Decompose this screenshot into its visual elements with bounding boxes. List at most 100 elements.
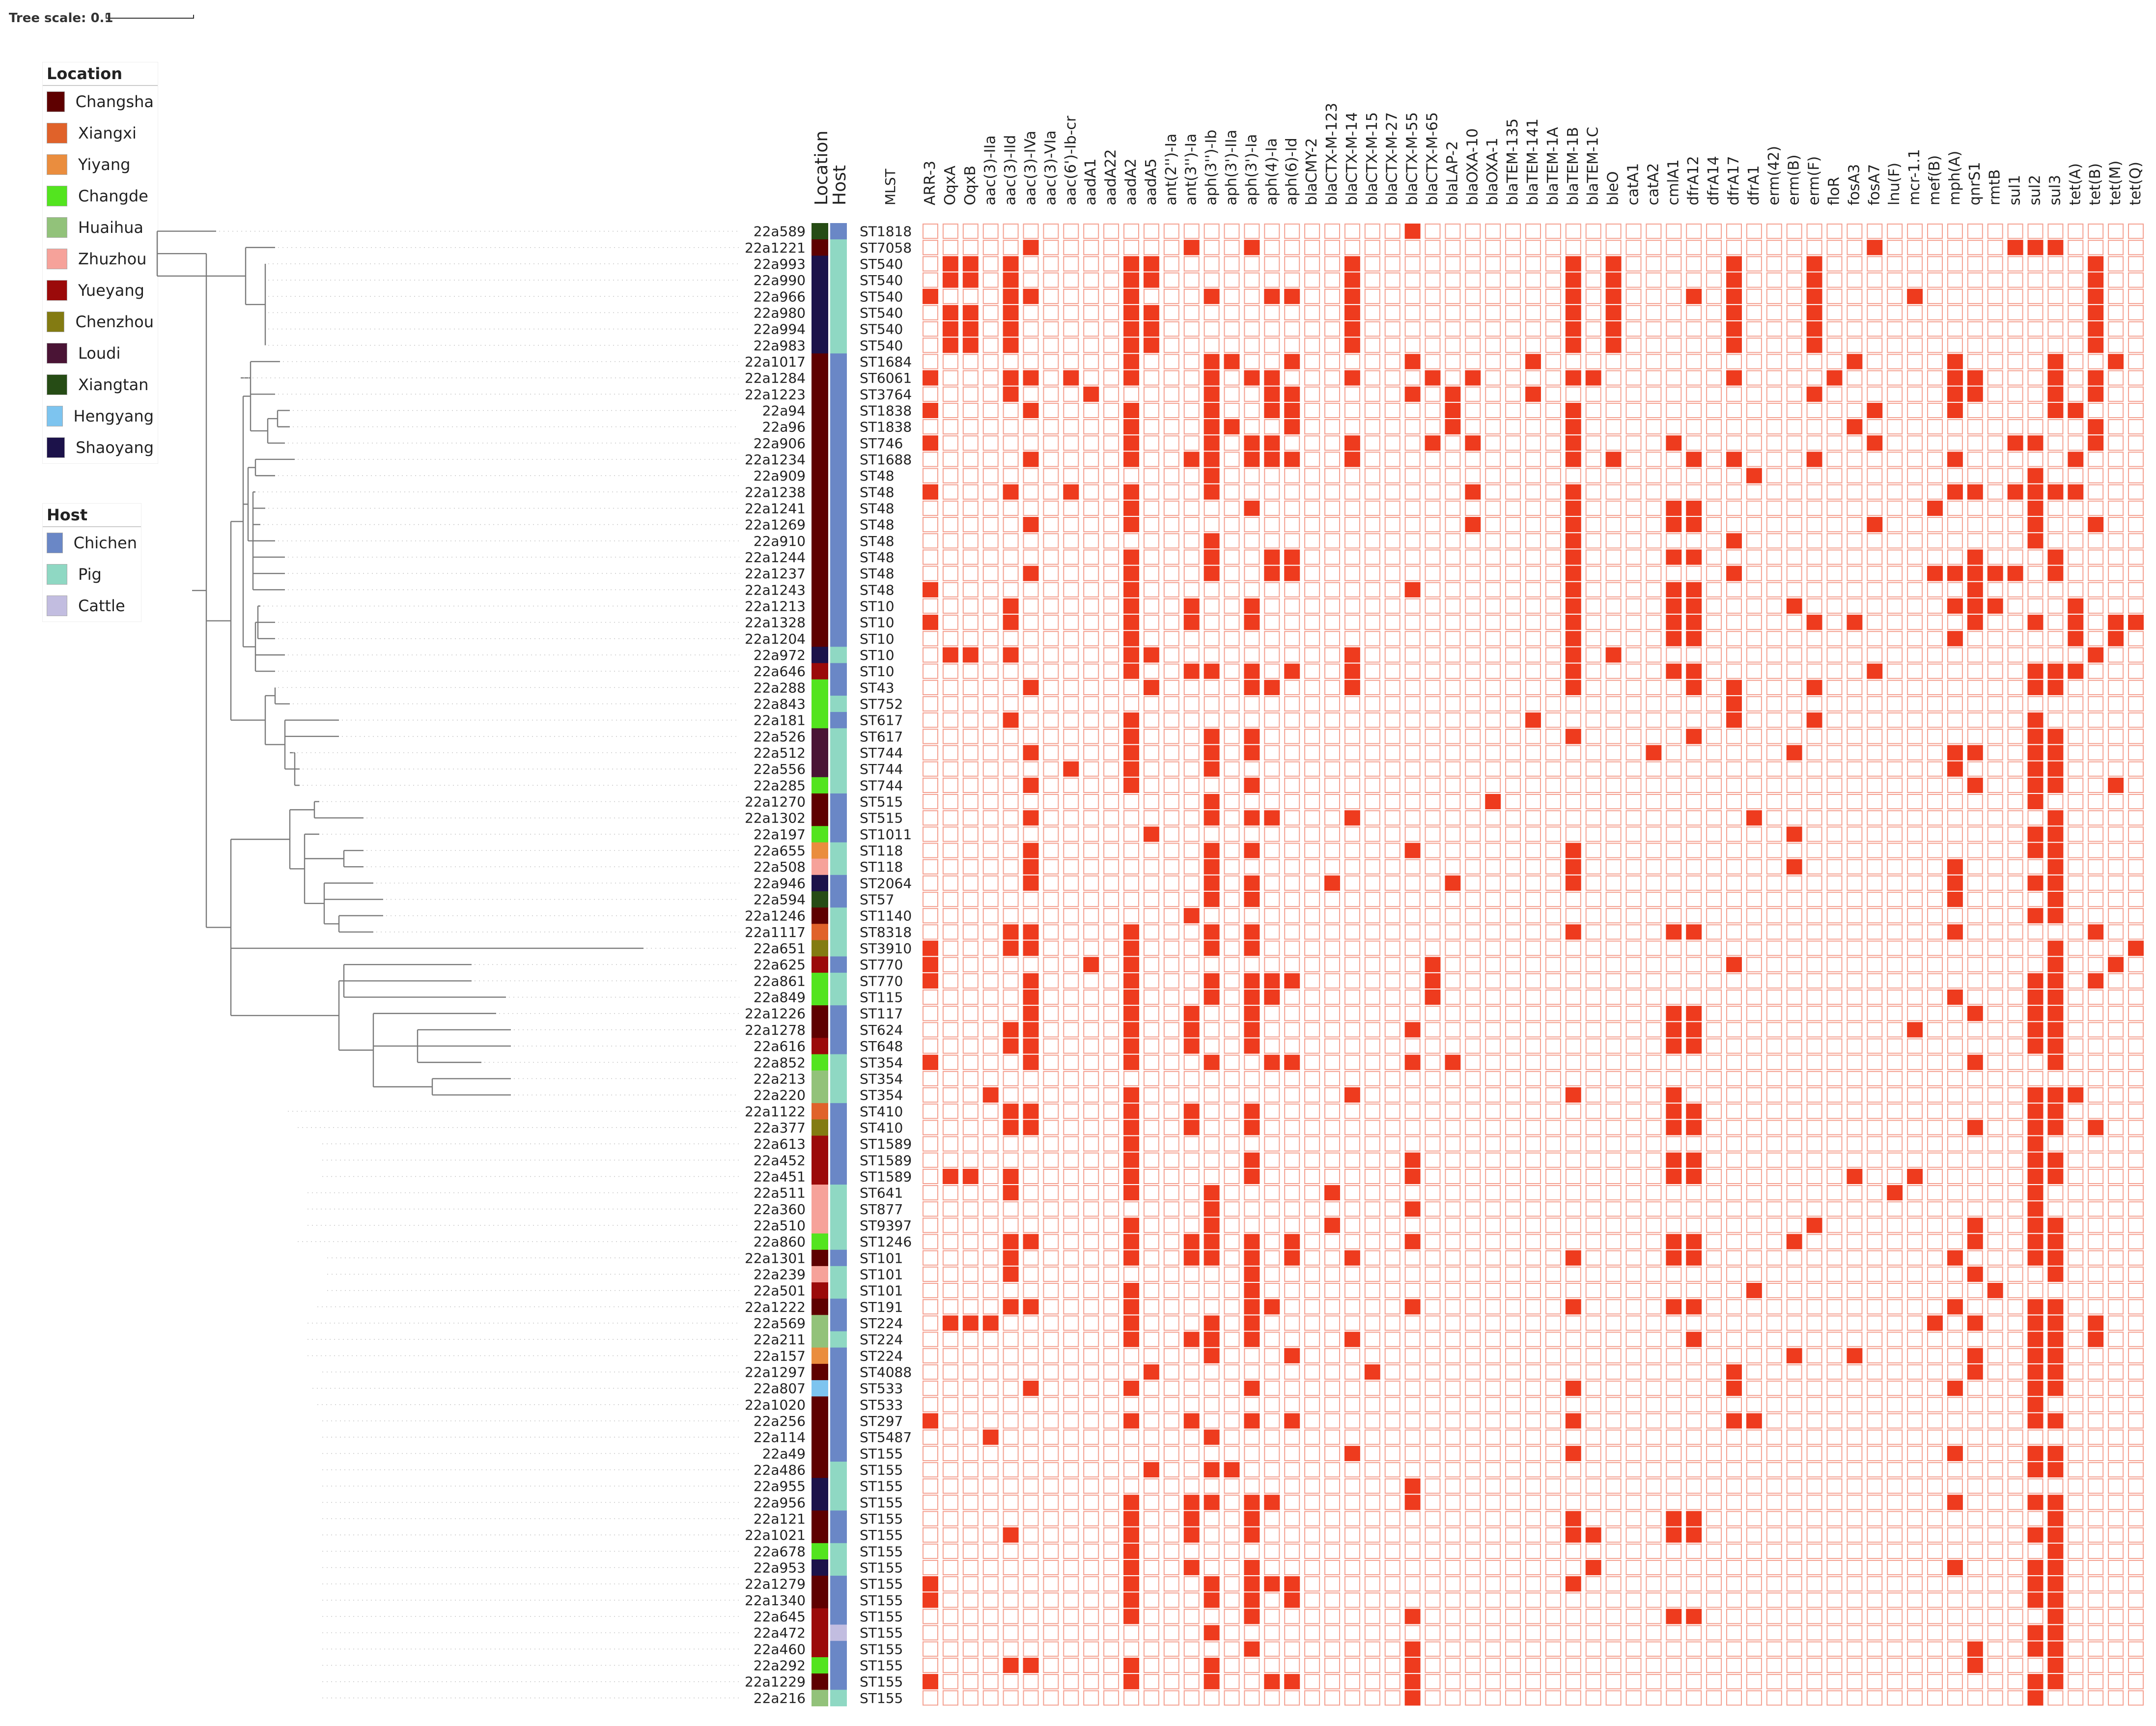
gene-absent-cell bbox=[1505, 1348, 1521, 1363]
gene-absent-cell bbox=[1505, 1038, 1521, 1054]
gene-present-cell bbox=[2128, 940, 2144, 956]
gene-absent-cell bbox=[923, 1364, 938, 1380]
gene-absent-cell bbox=[942, 712, 958, 728]
legend-swatch bbox=[47, 249, 67, 269]
gene-absent-cell bbox=[1143, 631, 1159, 647]
gene-absent-cell bbox=[1786, 957, 1802, 972]
gene-absent-cell bbox=[1726, 1152, 1742, 1168]
gene-absent-cell bbox=[1344, 484, 1360, 500]
gene-absent-cell bbox=[1766, 891, 1782, 907]
gene-present-cell bbox=[962, 338, 979, 353]
gene-absent-cell bbox=[1947, 305, 1963, 321]
gene-present-cell bbox=[2047, 1299, 2064, 1315]
gene-present-cell bbox=[1726, 533, 1742, 549]
gene-absent-cell bbox=[942, 1250, 958, 1266]
sample-id-label: 22a953 bbox=[754, 1560, 806, 1576]
gene-absent-cell bbox=[1103, 712, 1120, 728]
gene-absent-cell bbox=[1746, 1168, 1762, 1185]
gene-absent-cell bbox=[1043, 1266, 1059, 1282]
gene-absent-cell bbox=[1585, 663, 1601, 679]
gene-absent-cell bbox=[1143, 468, 1159, 483]
gene-absent-cell bbox=[982, 435, 999, 451]
gene-absent-cell bbox=[1425, 1315, 1441, 1331]
gene-absent-cell bbox=[1083, 843, 1099, 858]
gene-absent-cell bbox=[2007, 1299, 2023, 1315]
sample-id-label: 22a1270 bbox=[745, 794, 806, 810]
gene-absent-cell bbox=[1485, 1038, 1501, 1054]
gene-present-cell bbox=[942, 1168, 958, 1185]
legend-label: Shaoyang bbox=[76, 438, 154, 457]
gene-absent-cell bbox=[1525, 1152, 1541, 1168]
gene-absent-cell bbox=[1344, 419, 1360, 435]
gene-absent-cell bbox=[1786, 484, 1802, 500]
gene-absent-cell bbox=[1907, 1201, 1923, 1217]
gene-absent-cell bbox=[1967, 1185, 1983, 1201]
gene-absent-cell bbox=[1826, 1168, 1843, 1185]
gene-absent-cell bbox=[1806, 402, 1822, 419]
gene-present-cell bbox=[1204, 1185, 1220, 1201]
gene-present-cell bbox=[2047, 1104, 2064, 1119]
gene-present-cell bbox=[1465, 484, 1481, 500]
gene-present-cell bbox=[1404, 1168, 1421, 1185]
gene-header: OqxA bbox=[942, 166, 959, 205]
gene-absent-cell bbox=[1083, 500, 1099, 516]
gene-absent-cell bbox=[1063, 500, 1079, 516]
sample-id-label: 22a472 bbox=[754, 1625, 806, 1641]
gene-absent-cell bbox=[2088, 500, 2104, 516]
gene-absent-cell bbox=[1545, 500, 1561, 516]
gene-absent-cell bbox=[1726, 1234, 1742, 1249]
gene-absent-cell bbox=[1043, 1136, 1059, 1152]
gene-absent-cell bbox=[1947, 1071, 1963, 1087]
gene-absent-cell bbox=[1384, 663, 1400, 679]
gene-absent-cell bbox=[1364, 729, 1380, 744]
gene-absent-cell bbox=[1384, 826, 1400, 842]
gene-absent-cell bbox=[1324, 224, 1340, 239]
gene-absent-cell bbox=[1786, 940, 1802, 956]
gene-absent-cell bbox=[2027, 859, 2044, 875]
gene-absent-cell bbox=[1163, 957, 1179, 972]
gene-absent-cell bbox=[1847, 875, 1863, 891]
gene-absent-cell bbox=[1867, 826, 1883, 842]
gene-absent-cell bbox=[1706, 338, 1722, 353]
gene-absent-cell bbox=[1686, 419, 1702, 435]
sample-id-label: 22a625 bbox=[754, 957, 806, 973]
gene-absent-cell bbox=[1244, 1201, 1260, 1217]
gene-absent-cell bbox=[982, 973, 999, 989]
gene-absent-cell bbox=[1847, 989, 1863, 1005]
gene-absent-cell bbox=[1485, 288, 1501, 304]
gene-absent-cell bbox=[1083, 1071, 1099, 1087]
gene-absent-cell bbox=[1143, 891, 1159, 907]
gene-present-cell bbox=[1003, 1234, 1019, 1249]
gene-absent-cell bbox=[2068, 582, 2084, 597]
gene-absent-cell bbox=[1947, 1283, 1963, 1299]
gene-present-cell bbox=[1204, 370, 1220, 386]
gene-present-cell bbox=[1123, 1331, 1139, 1347]
gene-absent-cell bbox=[982, 859, 999, 875]
gene-absent-cell bbox=[1143, 1087, 1159, 1103]
gene-absent-cell bbox=[1384, 500, 1400, 516]
host-legend: Host Chichen Pig Cattle bbox=[42, 503, 141, 622]
gene-absent-cell bbox=[1987, 419, 2003, 435]
gene-header: catA2 bbox=[1645, 163, 1662, 205]
gene-absent-cell bbox=[1485, 615, 1501, 630]
location-cell bbox=[812, 1657, 828, 1674]
gene-absent-cell bbox=[1063, 549, 1079, 565]
gene-absent-cell bbox=[2108, 1006, 2124, 1021]
gene-absent-cell bbox=[1806, 908, 1822, 924]
sample-id-label: 22a511 bbox=[754, 1185, 806, 1201]
gene-absent-cell bbox=[1967, 354, 1983, 369]
gene-present-cell bbox=[2068, 452, 2084, 467]
gene-absent-cell bbox=[2128, 386, 2144, 402]
gene-absent-cell bbox=[962, 745, 979, 761]
gene-present-cell bbox=[1987, 598, 2003, 614]
gene-absent-cell bbox=[1445, 1071, 1461, 1087]
gene-present-cell bbox=[1143, 826, 1159, 842]
gene-absent-cell bbox=[1485, 826, 1501, 842]
gene-absent-cell bbox=[2047, 419, 2064, 435]
gene-absent-cell bbox=[1706, 631, 1722, 647]
host-cell bbox=[830, 793, 847, 810]
gene-absent-cell bbox=[923, 321, 938, 337]
gene-absent-cell bbox=[1625, 973, 1642, 989]
gene-present-cell bbox=[2047, 777, 2064, 793]
gene-absent-cell bbox=[1585, 1168, 1601, 1185]
